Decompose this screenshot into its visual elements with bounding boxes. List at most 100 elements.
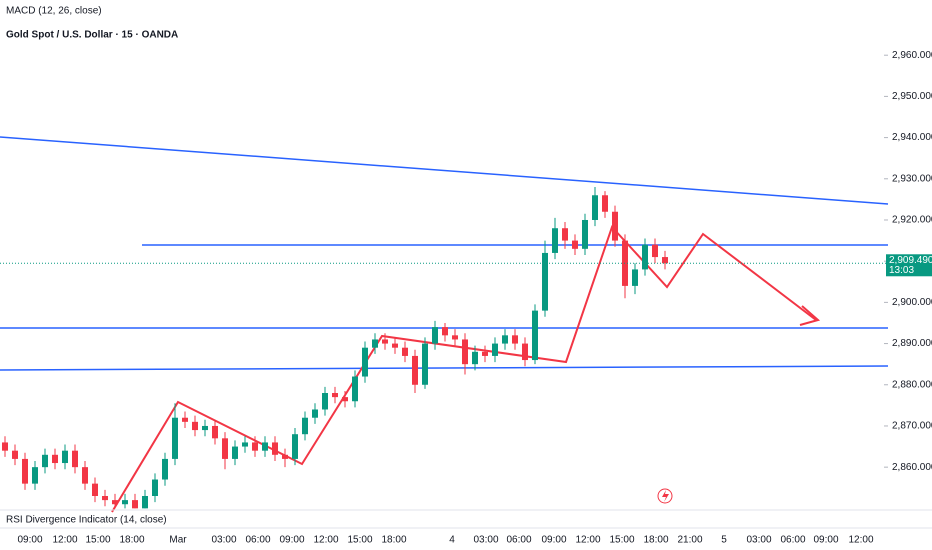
x-tick-label: 03:00	[473, 535, 498, 546]
candle-body	[582, 219, 588, 249]
candle-body	[192, 421, 198, 431]
candle-body	[232, 446, 238, 459]
candle-body	[82, 467, 88, 484]
candle-body	[552, 228, 558, 253]
x-tick-label: 06:00	[780, 535, 805, 546]
candle-body	[102, 495, 108, 501]
candle-body	[592, 195, 598, 220]
x-tick-label: 18:00	[381, 535, 406, 546]
candle-body	[182, 417, 188, 422]
trend-line	[0, 136, 889, 205]
candle-body	[242, 442, 248, 447]
x-tick-label: 21:00	[677, 535, 702, 546]
candle-body	[282, 454, 288, 459]
candle-body	[612, 211, 618, 241]
candle-body	[62, 450, 68, 464]
candle-body	[522, 343, 528, 361]
y-tick-label: 2,900.000	[892, 297, 932, 308]
x-tick-label: 06:00	[245, 535, 270, 546]
x-tick-label: 03:00	[211, 535, 236, 546]
x-tick-label: 18:00	[643, 535, 668, 546]
y-tick-label: 2,880.000	[892, 379, 932, 390]
candle-body	[422, 343, 428, 385]
x-tick-label: 4	[449, 535, 455, 546]
candle-body	[222, 438, 228, 459]
x-tick-label: 09:00	[813, 535, 838, 546]
countdown-label: 13:03	[889, 265, 914, 276]
candle-body	[452, 335, 458, 340]
x-tick-label: 03:00	[746, 535, 771, 546]
x-tick-label: 18:00	[119, 535, 144, 546]
candle-body	[652, 244, 658, 258]
candle-body	[32, 467, 38, 484]
y-tick-label: 2,930.000	[892, 173, 932, 184]
zigzag-path	[111, 225, 817, 513]
candle-body	[302, 417, 308, 435]
x-tick-label: 09:00	[17, 535, 42, 546]
x-tick-label: 09:00	[279, 535, 304, 546]
last-price-label: 2,909.490	[889, 255, 932, 266]
x-tick-label: 12:00	[313, 535, 338, 546]
y-tick-label: 2,940.000	[892, 132, 932, 143]
candle-body	[52, 454, 58, 464]
candle-body	[92, 483, 98, 496]
symbol-title: Gold Spot / U.S. Dollar · 15 · OANDA	[6, 30, 178, 41]
alert-icon	[657, 488, 673, 504]
candle-body	[162, 458, 168, 480]
candle-body	[72, 450, 78, 468]
candle-body	[462, 339, 468, 365]
candle-body	[352, 376, 358, 402]
y-tick-label: 2,860.000	[892, 462, 932, 473]
candle-body	[42, 454, 48, 468]
x-tick-label: 06:00	[506, 535, 531, 546]
candle-body	[442, 327, 448, 336]
candle-body	[502, 335, 508, 344]
candle-body	[382, 339, 388, 344]
candle-body	[602, 195, 608, 212]
candle-body	[312, 409, 318, 418]
y-tick-label: 2,890.000	[892, 338, 932, 349]
candle-body	[632, 269, 638, 286]
x-tick-label: 5	[721, 535, 727, 546]
x-tick-label: 12:00	[52, 535, 77, 546]
candle-body	[492, 343, 498, 356]
y-tick-label: 2,960.000	[892, 50, 932, 61]
x-tick-label: 12:00	[848, 535, 873, 546]
candle-body	[262, 442, 268, 451]
candle-body	[642, 244, 648, 270]
candle-body	[152, 479, 158, 496]
y-tick-label: 2,950.000	[892, 91, 932, 102]
indicator-label: RSI Divergence Indicator (14, close)	[6, 515, 167, 526]
candle-body	[142, 495, 148, 509]
candle-body	[2, 442, 8, 451]
candle-body	[252, 442, 258, 451]
x-tick-label: 09:00	[541, 535, 566, 546]
x-tick-label: 12:00	[575, 535, 600, 546]
candle-body	[332, 393, 338, 398]
candle-body	[372, 339, 378, 348]
candle-body	[392, 343, 398, 348]
candle-body	[272, 442, 278, 455]
candle-body	[12, 450, 18, 459]
y-tick-label: 2,870.000	[892, 421, 932, 432]
last-price-box	[886, 254, 932, 277]
candle-body	[322, 393, 328, 410]
candle-body	[432, 327, 438, 344]
y-tick-label: 2,920.000	[892, 215, 932, 226]
candle-body	[22, 458, 28, 484]
candle-body	[562, 228, 568, 241]
candle-body	[362, 347, 368, 377]
x-tick-label: 15:00	[609, 535, 634, 546]
candle-body	[472, 351, 478, 365]
indicator-label: MACD (12, 26, close)	[6, 6, 102, 17]
candle-body	[542, 252, 548, 311]
candle-body	[342, 397, 348, 402]
candle-body	[482, 351, 488, 356]
candle-body	[572, 240, 578, 249]
alert-icon	[662, 490, 669, 502]
candle-body	[212, 425, 218, 439]
arrow-head	[799, 305, 821, 326]
candle-body	[402, 347, 408, 356]
